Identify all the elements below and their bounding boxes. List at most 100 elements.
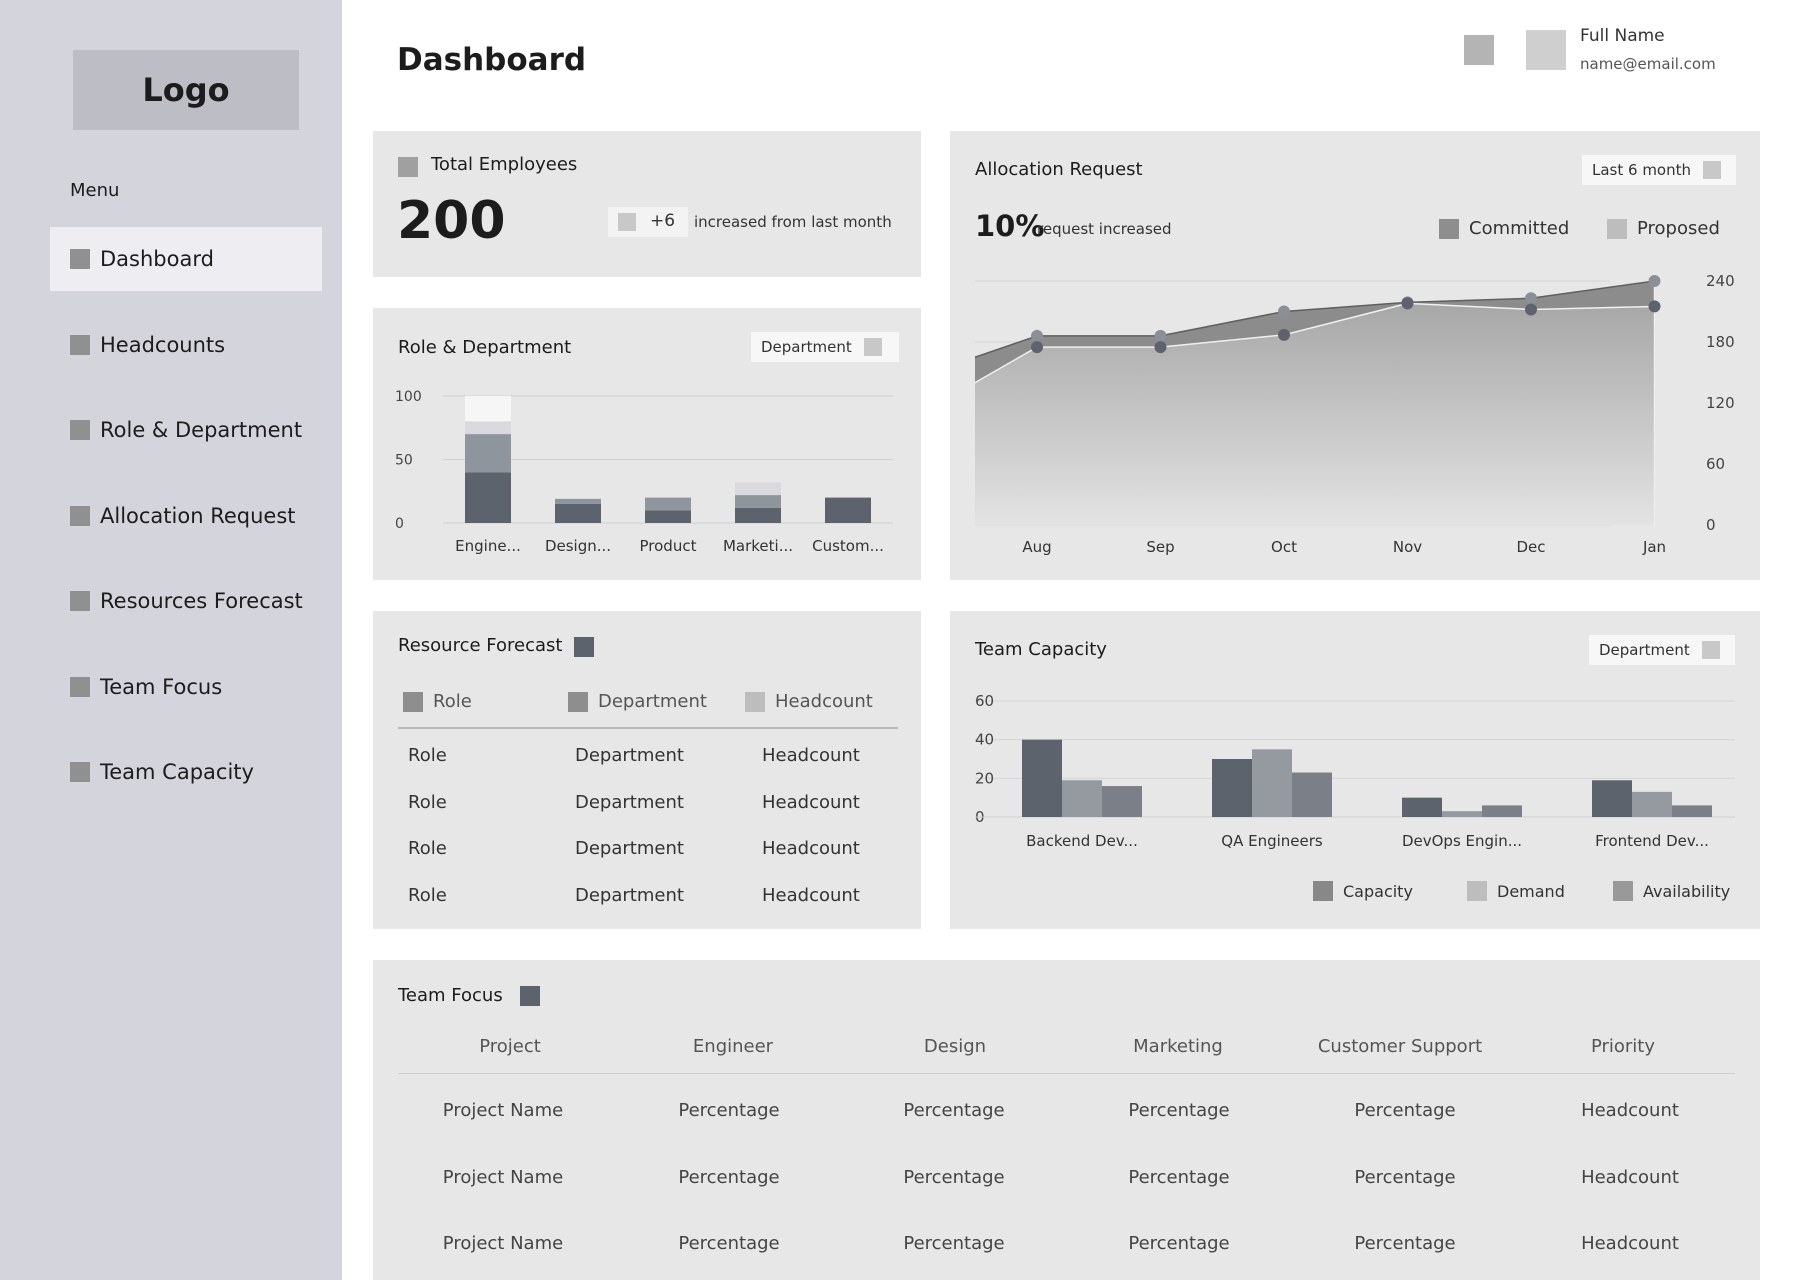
proposed-point[interactable] (1031, 341, 1043, 354)
role-department-filter[interactable]: Department (751, 332, 899, 362)
column-header-role[interactable]: Role (403, 691, 472, 712)
table-row[interactable]: Project Name Percentage Percentage Percenta… (373, 1088, 1760, 1138)
legend-demand: Demand (1467, 881, 1565, 901)
table-cell: Percentage (1354, 1100, 1456, 1121)
bar-segment (465, 434, 511, 473)
table-cell: Department (575, 791, 684, 813)
role-department-icon (70, 420, 90, 440)
committed-point[interactable] (1525, 292, 1537, 305)
legend-swatch (1607, 218, 1627, 239)
bar-segment (735, 495, 781, 508)
filter-label: Department (761, 338, 852, 356)
table-row[interactable]: Role Department Headcount (373, 786, 921, 826)
column-header[interactable]: Priority (1590, 1036, 1656, 1057)
sidebar-item-team-capacity[interactable]: Team Capacity (50, 740, 322, 804)
bar (1252, 749, 1292, 817)
column-header-department[interactable]: Department (568, 691, 707, 712)
bar (1402, 797, 1442, 817)
column-header[interactable]: Engineer (692, 1036, 774, 1057)
bar (1482, 805, 1522, 817)
bar (1442, 811, 1482, 817)
table-cell: Percentage (678, 1233, 780, 1254)
committed-point[interactable] (1648, 275, 1661, 287)
filter-label: Department (1599, 641, 1690, 659)
table-cell: Percentage (1128, 1233, 1230, 1254)
table-cell: Department (575, 838, 684, 859)
legend-swatch (1313, 881, 1333, 901)
proposed-point[interactable] (1648, 300, 1661, 313)
legend-label: Proposed (1637, 218, 1720, 239)
table-row[interactable]: Role Department Headcount (373, 739, 921, 779)
committed-point[interactable] (1278, 305, 1290, 318)
delta-value: +6 (650, 211, 676, 231)
sidebar-item-headcounts[interactable]: Headcounts (50, 313, 322, 377)
proposed-point[interactable] (1525, 303, 1537, 316)
column-icon (403, 691, 423, 712)
table-cell: Percentage (1354, 1166, 1456, 1188)
resources-forecast-icon (70, 591, 90, 611)
table-row[interactable]: Role Department Headcount (373, 832, 921, 872)
sidebar-item-label: Role & Department (100, 418, 303, 442)
column-header[interactable]: Customer Support (1317, 1036, 1483, 1057)
table-cell: Headcount (762, 838, 860, 859)
sidebar-item-role-department[interactable]: Role & Department (50, 398, 322, 462)
table-row[interactable]: Role Department Headcount (373, 879, 921, 919)
bar-segment (465, 396, 511, 422)
info-icon[interactable] (574, 637, 594, 657)
team-capacity-filter[interactable]: Department (1589, 635, 1735, 665)
sidebar-item-label: Headcounts (100, 332, 226, 357)
sidebar: Logo Menu Dashboard Headcounts Role & Depa… (0, 0, 342, 1280)
avatar[interactable] (1526, 30, 1566, 70)
bar-segment (465, 421, 511, 435)
column-header[interactable]: Marketing (1133, 1036, 1223, 1057)
proposed-point[interactable] (1401, 297, 1414, 310)
allocation-filter[interactable]: Last 6 month (1582, 155, 1736, 185)
notification-icon[interactable] (1464, 35, 1494, 65)
table-cell: Department (575, 745, 684, 766)
column-header[interactable]: Project (479, 1036, 541, 1057)
sidebar-item-dashboard[interactable]: Dashboard (50, 227, 322, 291)
table-cell: Percentage (1128, 1100, 1230, 1121)
user-email: name@email.com (1580, 55, 1716, 73)
menu-title: Menu (70, 180, 120, 201)
team-focus-icon (70, 676, 90, 697)
table-cell: Project Name (442, 1233, 564, 1254)
delta-badge: +6 (608, 207, 688, 237)
legend-capacity: Capacity (1313, 881, 1413, 901)
x-tick-label: Engine... (455, 537, 521, 555)
sidebar-item-label: Team Capacity (100, 760, 254, 784)
x-tick-label: Frontend Dev... (1595, 832, 1709, 850)
table-cell: Department (575, 884, 684, 906)
committed-point[interactable] (1154, 329, 1167, 342)
team-capacity-icon (70, 762, 90, 782)
committed-point[interactable] (1031, 329, 1043, 342)
table-cell: Headcount (762, 745, 860, 766)
column-header[interactable]: Design (923, 1036, 987, 1057)
trend-up-icon (618, 213, 636, 231)
info-icon[interactable] (520, 986, 540, 1006)
bar (1592, 780, 1632, 817)
table-row[interactable]: Project Name Percentage Percentage Percenta… (373, 1221, 1760, 1271)
headcounts-icon (70, 334, 90, 355)
total-employees-card: Total Employees 200 +6 increased from la… (373, 131, 921, 277)
dropdown-icon (1701, 641, 1720, 659)
y-tick-label: 20 (975, 769, 994, 787)
table-row[interactable]: Project Name Percentage Percentage Percenta… (373, 1155, 1760, 1205)
column-header-label: Department (598, 691, 707, 712)
sidebar-item-resources-forecast[interactable]: Resources Forecast (50, 569, 322, 633)
proposed-point[interactable] (1154, 341, 1167, 354)
sidebar-item-label: Dashboard (100, 247, 214, 271)
column-header-headcount[interactable]: Headcount (745, 691, 873, 712)
filter-label: Last 6 month (1592, 161, 1692, 179)
bar-segment (735, 482, 781, 496)
total-employees-title: Total Employees (431, 154, 578, 175)
resource-forecast-title: Resource Forecast (398, 635, 563, 656)
sidebar-item-allocation-request[interactable]: Allocation Request (50, 484, 322, 548)
sidebar-item-team-focus[interactable]: Team Focus (50, 655, 322, 719)
y-tick-label: 240 (1706, 272, 1735, 290)
logo[interactable]: Logo (73, 50, 299, 130)
role-department-title: Role & Department (398, 337, 572, 358)
proposed-point[interactable] (1278, 328, 1290, 341)
x-tick-label: Jan (1642, 538, 1666, 556)
bar-segment (825, 497, 871, 523)
